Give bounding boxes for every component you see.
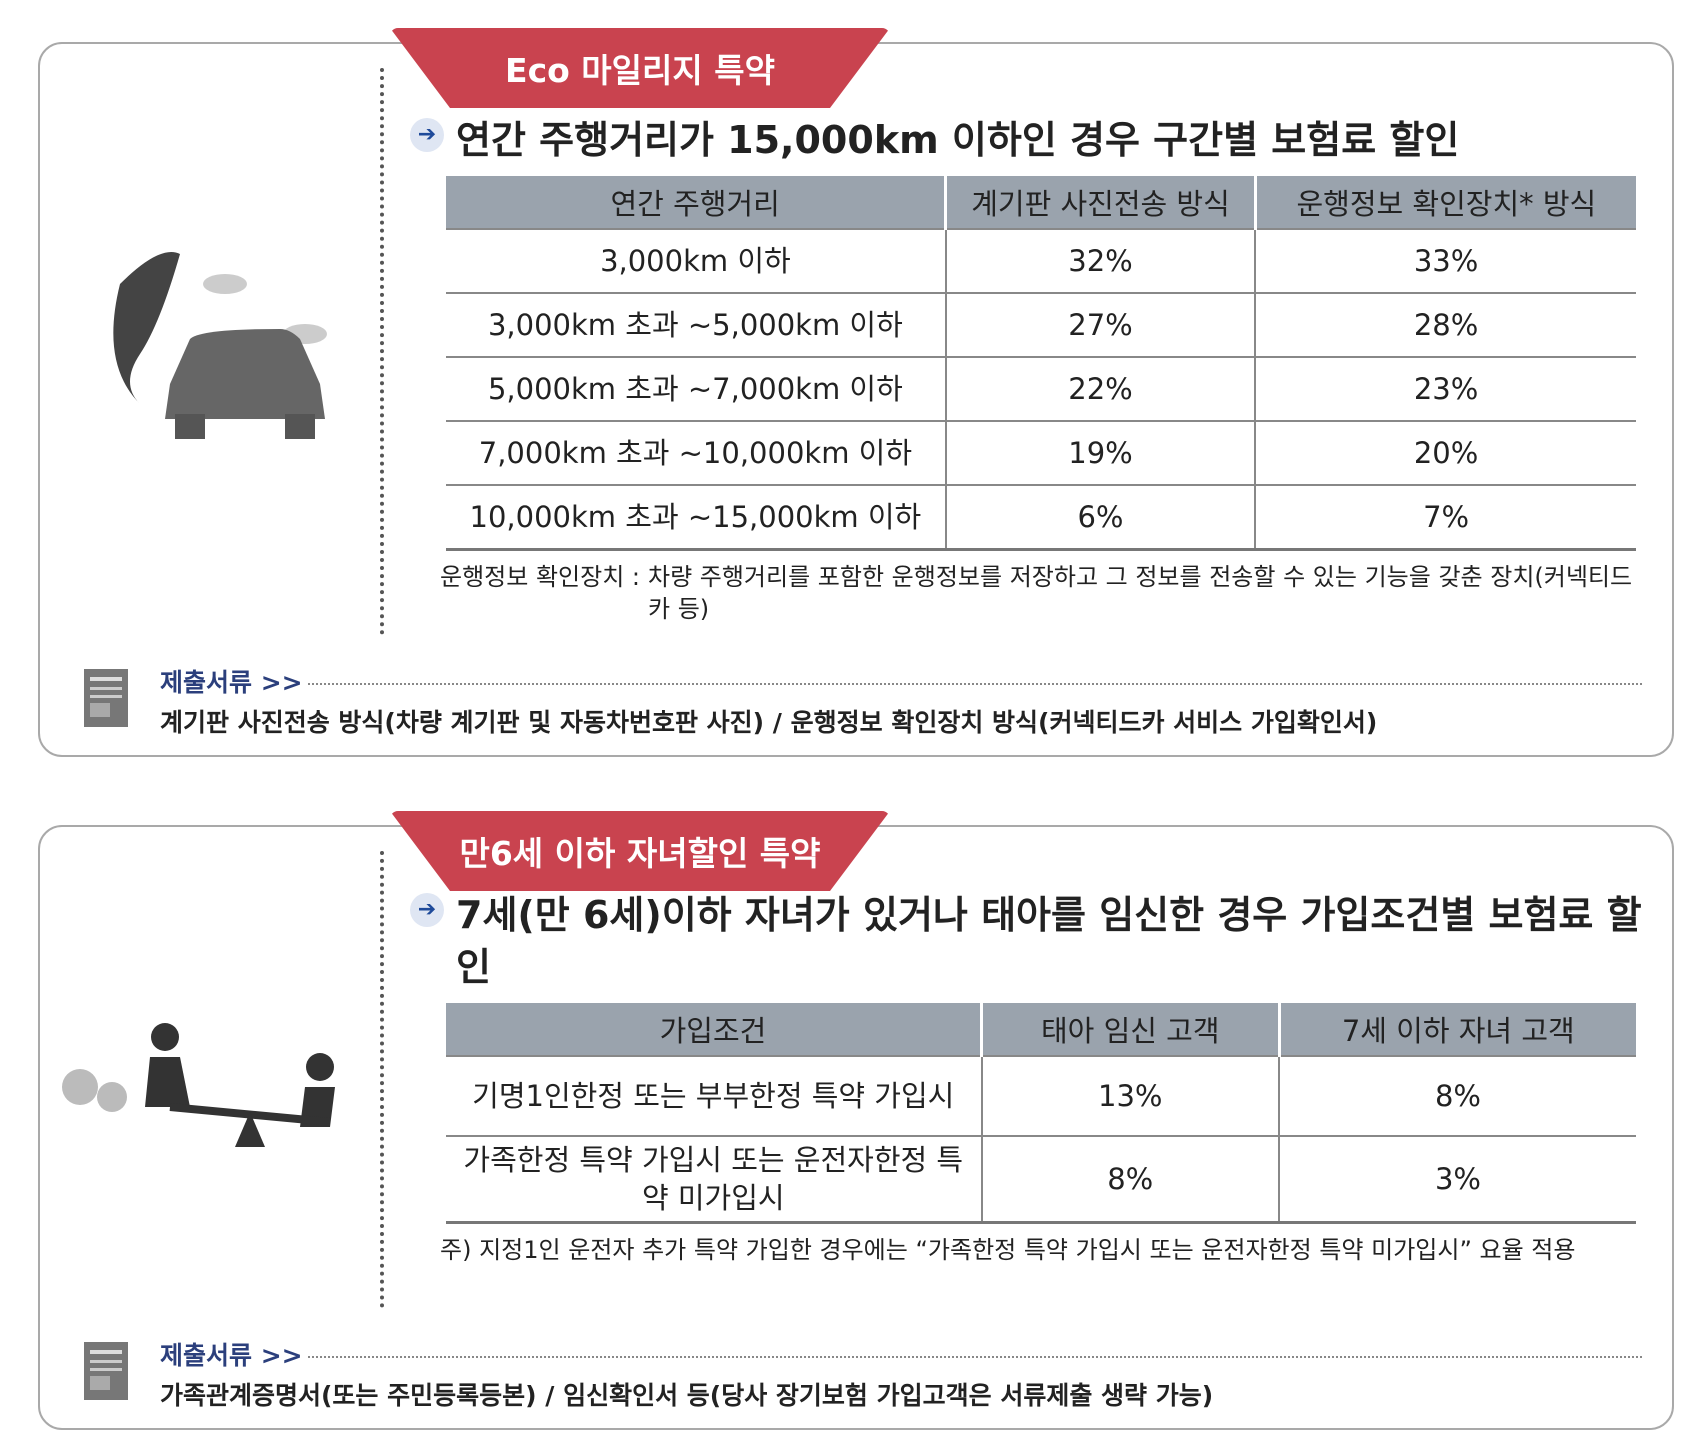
cell: 13% bbox=[981, 1055, 1280, 1136]
section: Eco 마일리지 특약연간 주행거리가 15,000km 이하인 경우 구간별 … bbox=[38, 28, 1674, 757]
row: 가족한정 특약 가입시 또는 운전자한정 특약 미가입시 8% 3% bbox=[446, 1135, 1636, 1224]
docs: 제출서류 >> 계기판 사진전송 방식(차량 계기판 및 자동차번호판 사진) /… bbox=[80, 663, 1642, 739]
header-row: 가입조건 태아 임신 고객 7세 이하 자녀 고객 bbox=[446, 1003, 1636, 1056]
note-label: 운행정보 확인장치 : bbox=[440, 563, 640, 591]
docs-label: 제출서류 >> bbox=[160, 663, 307, 699]
header-cell: 태아 임신 고객 bbox=[981, 1003, 1281, 1056]
header-cell: 연간 주행거리 bbox=[446, 176, 948, 229]
dotted-line bbox=[160, 683, 1642, 685]
row: 5,000km 초과 ~7,000km 이하 22% 23% bbox=[446, 356, 1636, 421]
cell: 3,000km 초과 ~5,000km 이하 bbox=[446, 292, 947, 357]
content: 7세(만 6세)이하 자녀가 있거나 태아를 임신한 경우 가입조건별 보험료 … bbox=[410, 889, 1650, 1266]
cell: 8% bbox=[1279, 1055, 1636, 1136]
cell: 27% bbox=[945, 292, 1257, 357]
cell: 8% bbox=[981, 1135, 1280, 1224]
section: 만6세 이하 자녀할인 특약7세(만 6세)이하 자녀가 있거나 태아를 임신한… bbox=[38, 811, 1674, 1430]
kids-icon bbox=[62, 1023, 335, 1147]
doc-icon bbox=[84, 1342, 128, 1400]
table: 가입조건 태아 임신 고객 7세 이하 자녀 고객 기명1인한정 또는 부부한정 특약… bbox=[446, 1003, 1636, 1224]
note: 운행정보 확인장치 : 차량 주행거리를 포함한 운행정보를 저장하고 그 정보를… bbox=[440, 561, 1650, 625]
row: 3,000km 이하 32% 33% bbox=[446, 228, 1636, 293]
cell: 10,000km 초과 ~15,000km 이하 bbox=[446, 484, 947, 551]
cell: 6% bbox=[945, 484, 1257, 551]
note: 주) 지정1인 운전자 추가 특약 가입한 경우에는 “가족한정 특약 가입시 … bbox=[440, 1234, 1650, 1266]
header-cell: 계기판 사진전송 방식 bbox=[945, 176, 1257, 229]
note-text: 차량 주행거리를 포함한 운행정보를 저장하고 그 정보를 전송할 수 있는 기… bbox=[647, 563, 1633, 623]
note-text: 주) 지정1인 운전자 추가 특약 가입한 경우에는 “가족한정 특약 가입시 … bbox=[440, 1236, 1576, 1264]
cell: 5,000km 초과 ~7,000km 이하 bbox=[446, 356, 947, 421]
table: 연간 주행거리 계기판 사진전송 방식 운행정보 확인장치* 방식 3,000km 이… bbox=[446, 176, 1636, 551]
cell: 28% bbox=[1255, 292, 1636, 357]
ribbon: 만6세 이하 자녀할인 특약 bbox=[390, 811, 890, 891]
car-icon bbox=[113, 252, 327, 439]
cell: 기명1인한정 또는 부부한정 특약 가입시 bbox=[446, 1055, 983, 1136]
row: 7,000km 초과 ~10,000km 이하 19% 20% bbox=[446, 420, 1636, 485]
cell: 3% bbox=[1279, 1135, 1636, 1224]
cell: 33% bbox=[1255, 228, 1636, 293]
docs-label: 제출서류 >> bbox=[160, 1336, 307, 1372]
cell: 3,000km 이하 bbox=[446, 228, 947, 293]
cell: 가족한정 특약 가입시 또는 운전자한정 특약 미가입시 bbox=[446, 1135, 983, 1224]
row: 3,000km 초과 ~5,000km 이하 27% 28% bbox=[446, 292, 1636, 357]
doc-icon bbox=[84, 669, 128, 727]
header-cell: 운행정보 확인장치* 방식 bbox=[1255, 176, 1636, 229]
cell: 7% bbox=[1255, 484, 1636, 551]
thead: 가입조건 태아 임신 고객 7세 이하 자녀 고객 bbox=[446, 1003, 1636, 1056]
ribbon: Eco 마일리지 특약 bbox=[390, 28, 890, 108]
row: 10,000km 초과 ~15,000km 이하 6% 7% bbox=[446, 484, 1636, 551]
header-cell: 가입조건 bbox=[446, 1003, 983, 1056]
cell: 19% bbox=[945, 420, 1257, 485]
cell: 7,000km 초과 ~10,000km 이하 bbox=[446, 420, 947, 485]
cell: 32% bbox=[945, 228, 1257, 293]
heading: 연간 주행거리가 15,000km 이하인 경우 구간별 보험료 할인 bbox=[410, 114, 1650, 166]
tbody: 기명1인한정 또는 부부한정 특약 가입시 13% 8% 가족한정 특약 가입시 또는… bbox=[446, 1055, 1636, 1224]
header-cell: 7세 이하 자녀 고객 bbox=[1279, 1003, 1636, 1056]
header-row: 연간 주행거리 계기판 사진전송 방식 운행정보 확인장치* 방식 bbox=[446, 176, 1636, 229]
dotted-line bbox=[160, 1356, 1642, 1358]
cell: 23% bbox=[1255, 356, 1636, 421]
cell: 22% bbox=[945, 356, 1257, 421]
tbody: 3,000km 이하 32% 33% 3,000km 초과 ~5,000km 이하 27… bbox=[446, 228, 1636, 551]
docs-text: 가족관계증명서(또는 주민등록등본) / 임신확인서 등(당사 장기보험 가입고… bbox=[160, 1381, 1214, 1410]
row: 기명1인한정 또는 부부한정 특약 가입시 13% 8% bbox=[446, 1055, 1636, 1136]
thead: 연간 주행거리 계기판 사진전송 방식 운행정보 확인장치* 방식 bbox=[446, 176, 1636, 229]
docs: 제출서류 >> 가족관계증명서(또는 주민등록등본) / 임신확인서 등(당사 장… bbox=[80, 1336, 1642, 1412]
heading: 7세(만 6세)이하 자녀가 있거나 태아를 임신한 경우 가입조건별 보험료 … bbox=[410, 889, 1650, 993]
cell: 20% bbox=[1255, 420, 1636, 485]
docs-text: 계기판 사진전송 방식(차량 계기판 및 자동차번호판 사진) / 운행정보 확… bbox=[160, 708, 1378, 737]
